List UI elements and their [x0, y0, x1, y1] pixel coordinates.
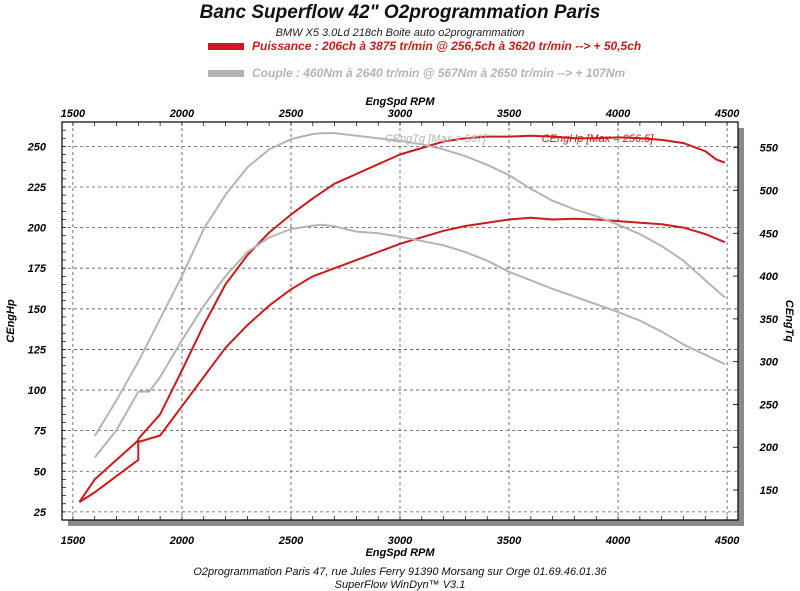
x-tick-label-top: 1500 [61, 108, 86, 120]
y-left-tick-label: 250 [27, 141, 47, 153]
x-tick-label-top: 4500 [714, 108, 740, 120]
y-left-tick-label: 200 [27, 223, 47, 235]
x-axis-title-bottom: EngSpd RPM [365, 547, 435, 559]
series-line-cengtq-modified [93, 132, 726, 437]
y-right-tick-label: 450 [759, 228, 779, 240]
legend-swatch-torque [208, 70, 244, 77]
x-tick-label-bottom: 2000 [169, 535, 195, 547]
y-right-tick-label: 200 [759, 442, 779, 454]
x-tick-label-bottom: 3500 [497, 535, 522, 547]
y-left-tick-label: 75 [34, 426, 47, 438]
legend-swatch-power [208, 43, 244, 50]
y-right-tick-label: 350 [760, 314, 779, 326]
footer-software: SuperFlow WinDyn™ V3.1 [334, 579, 466, 591]
x-tick-label-top: 3000 [388, 108, 413, 120]
y-left-tick-label: 150 [28, 304, 47, 316]
y-left-tick-label: 50 [34, 466, 47, 478]
series-line-cenghp-stock [78, 216, 726, 503]
x-tick-label-bottom: 4500 [714, 535, 740, 547]
x-tick-label-top: 4000 [605, 108, 631, 120]
x-tick-label-bottom: 3000 [388, 535, 413, 547]
y-left-tick-label: 100 [28, 385, 47, 397]
y-right-axis-title: CEngTq [783, 300, 795, 342]
max-annotation: CEngTq [Max = 567] [385, 133, 487, 145]
x-tick-label-top: 3500 [497, 108, 522, 120]
y-right-tick-label: 400 [759, 271, 779, 283]
y-left-tick-label: 225 [27, 182, 47, 194]
x-tick-label-bottom: 4000 [605, 535, 631, 547]
legend-label-torque: Couple : 460Nm à 2640 tr/min @ 567Nm à 2… [252, 66, 626, 80]
y-left-tick-label: 25 [33, 507, 47, 519]
legend-label-power: Puissance : 206ch à 3875 tr/min @ 256,5c… [252, 39, 642, 53]
y-left-tick-label: 125 [28, 344, 47, 356]
series-line-cenghp-modified [78, 134, 726, 503]
y-right-tick-label: 300 [760, 357, 779, 369]
y-left-axis-title: CEngHp [5, 299, 17, 343]
footer-address: O2programmation Paris 47, rue Jules Ferr… [193, 566, 607, 578]
max-annotation: CEngHp [Max = 256.5] [542, 133, 655, 145]
x-tick-label-top: 2500 [278, 108, 304, 120]
chart-title: Banc Superflow 42" O2programmation Paris [199, 2, 601, 23]
y-right-tick-label: 550 [760, 143, 779, 155]
x-tick-label-bottom: 1500 [61, 535, 86, 547]
y-right-tick-label: 150 [760, 485, 779, 497]
series-line-cengtq-stock [93, 223, 726, 459]
x-axis-title-top: EngSpd RPM [365, 96, 435, 108]
x-tick-label-bottom: 2500 [278, 535, 304, 547]
y-right-tick-label: 250 [759, 399, 779, 411]
y-left-tick-label: 175 [28, 263, 47, 275]
chart-subtitle: BMW X5 3.0Ld 218ch Boite auto o2programm… [275, 27, 525, 39]
x-tick-label-top: 2000 [169, 108, 195, 120]
y-right-tick-label: 500 [760, 185, 779, 197]
